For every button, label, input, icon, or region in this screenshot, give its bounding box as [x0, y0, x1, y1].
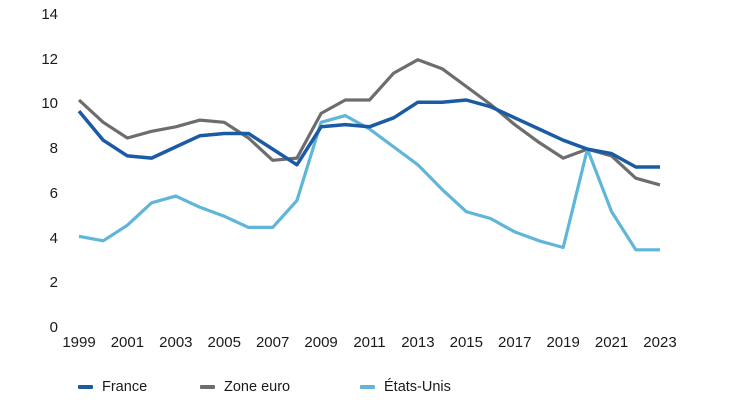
x-axis-tick-label: 1999: [62, 334, 96, 351]
y-axis-tick-label: 6: [49, 184, 58, 202]
line-plot: [77, 58, 661, 252]
legend-label-etats-unis: États-Unis: [384, 379, 451, 395]
etats-unis-line: [78, 113, 660, 252]
y-axis-tick-label: 2: [49, 274, 58, 292]
x-axis-tick-label: 2021: [594, 334, 629, 351]
x-axis-tick-label: 2011: [353, 334, 386, 351]
x-axis-tick-label: 2007: [255, 334, 290, 351]
x-axis-tick-label: 2005: [207, 334, 241, 351]
legend-item-zone-euro: Zone euro: [200, 379, 290, 395]
y-axis-tick-label: 10: [41, 95, 58, 113]
france-line: [77, 98, 660, 169]
etats-unis-line-swatch-icon: [360, 385, 375, 389]
legend-label-zone-euro: Zone euro: [224, 379, 291, 395]
y-axis-tick-label: 0: [49, 319, 58, 336]
x-axis-tick-label: 2009: [304, 334, 338, 351]
y-axis-tick-label: 8: [49, 140, 58, 158]
x-axis-tick-label: 2015: [449, 334, 483, 351]
x-axis-tick-label: 2017: [498, 334, 532, 351]
x-axis-tick-label: 2013: [401, 334, 435, 351]
zone-euro-line-swatch-icon: [200, 385, 215, 389]
y-axis-tick-label: 12: [41, 50, 58, 68]
legend-label-france: France: [102, 379, 148, 395]
x-axis-tick-label: 2001: [110, 334, 145, 351]
y-axis-tick-label: 4: [49, 229, 58, 247]
france-line-swatch-icon: [78, 385, 93, 389]
zone-euro-line: [77, 58, 661, 187]
legend-item-france: France: [78, 379, 147, 395]
x-axis-tick-label: 2003: [159, 334, 193, 351]
y-axis-tick-label: 14: [41, 6, 58, 23]
x-axis-tick-label: 2019: [546, 334, 580, 351]
x-axis-tick-label: 2023: [643, 334, 677, 351]
legend-item-etats-unis: États-Unis: [360, 379, 451, 395]
